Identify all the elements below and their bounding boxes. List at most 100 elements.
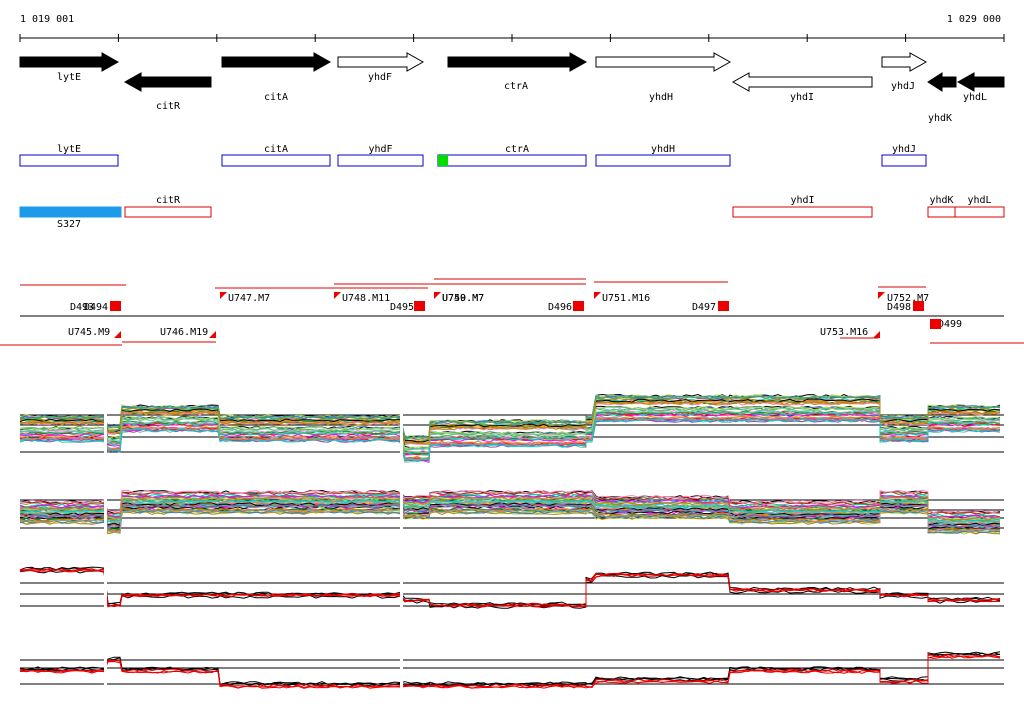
- expression-line: [19, 496, 1001, 521]
- feature-box: [110, 301, 121, 311]
- ruler-start: 1 019 001: [20, 14, 74, 25]
- expression-line: [19, 494, 1001, 519]
- feature-label: D496: [548, 302, 572, 313]
- forward-label: yhdF: [368, 144, 392, 155]
- feature-box: [930, 319, 941, 329]
- gene-arrow: [447, 52, 588, 72]
- expression-line: [19, 655, 1001, 689]
- flag: [434, 292, 441, 299]
- expression-line: [19, 653, 1001, 688]
- flag: [209, 331, 216, 338]
- gene-label: ctrA: [504, 81, 528, 92]
- gene-arrow: [337, 52, 425, 72]
- forward-box: [881, 154, 927, 167]
- flag: [334, 292, 341, 299]
- feature-label: U748.M11: [342, 293, 390, 304]
- reverse-box: [732, 206, 873, 218]
- expression-line: [19, 498, 1001, 523]
- expression-line: [19, 418, 1001, 462]
- reverse-label: yhdL: [967, 195, 991, 206]
- reverse-box: [19, 206, 122, 218]
- expression-line: [19, 415, 1001, 460]
- reverse-label: yhdK: [929, 195, 953, 206]
- expression-line: [19, 504, 1001, 529]
- box-tracks: lytE citA yhdF ctrA yhdH yhdJ S327 citR yhdI yhdK…: [19, 144, 1005, 230]
- feature-label: U747.M7: [228, 293, 270, 304]
- feature-label: D498: [887, 302, 911, 313]
- gene-label: yhdL: [963, 92, 987, 103]
- gene-label: yhdJ: [891, 81, 915, 92]
- feature-label: D494: [84, 302, 108, 313]
- gene-label: lytE: [57, 72, 81, 83]
- forward-box: [337, 154, 424, 167]
- expression-line: [19, 395, 1001, 440]
- expression-line: [19, 401, 1001, 445]
- reverse-box: [124, 206, 212, 218]
- feature-box: [718, 301, 729, 311]
- feature-label: U752.M7: [887, 293, 929, 304]
- flag: [594, 292, 601, 299]
- expression-line: [19, 407, 1001, 450]
- gene-label: yhdK: [928, 113, 952, 124]
- expression-line: [19, 417, 1001, 461]
- ruler-end: 1 029 000: [947, 14, 1001, 25]
- feature-label: U750.M7: [442, 293, 484, 304]
- forward-box: [221, 154, 331, 167]
- expression-line: [19, 568, 1001, 608]
- feature-label: U746.M19: [160, 327, 208, 338]
- expression-line: [19, 410, 1001, 454]
- feature-label: U745.M9: [68, 327, 110, 338]
- gene-label: citA: [264, 92, 288, 103]
- expression-line: [19, 567, 1001, 607]
- expression-line: [19, 400, 1001, 445]
- gene-track: lytE citR citA yhdF ctrA yhdH yhdI yhdJ yhdK yhdL: [19, 52, 1005, 124]
- reverse-box: [927, 206, 956, 218]
- gene-label: citR: [156, 101, 181, 112]
- gene-arrow: [881, 52, 928, 72]
- feature-label: D493: [70, 302, 94, 313]
- flag: [114, 331, 121, 338]
- flag: [220, 292, 227, 299]
- feature-box: [573, 301, 584, 311]
- expression-line: [19, 503, 1001, 528]
- feature-label: D497: [692, 302, 716, 313]
- expression-line: [20, 397, 1001, 442]
- forward-label: yhdJ: [892, 144, 916, 155]
- forward-box: [595, 154, 731, 167]
- expression-line: [20, 508, 1001, 533]
- gene-label: yhdI: [790, 92, 814, 103]
- gap: [400, 635, 403, 705]
- expression-line: [19, 491, 1001, 515]
- expression-line: [19, 394, 1001, 439]
- gap: [400, 477, 403, 547]
- reverse-label: yhdI: [790, 195, 814, 206]
- expression-line: [19, 405, 1001, 451]
- gene-arrow: [731, 72, 873, 92]
- ruler-ticks: [19, 34, 1005, 42]
- forward-label: lytE: [57, 144, 81, 155]
- marker: [438, 155, 448, 166]
- gap: [104, 395, 107, 465]
- feature-label: U751.M16: [602, 293, 650, 304]
- reverse-label: citR: [156, 195, 181, 206]
- gene-arrow: [595, 52, 732, 72]
- gap: [400, 550, 403, 620]
- feature-label: U753.M16: [820, 327, 868, 338]
- gene-label: yhdH: [649, 92, 673, 103]
- expression-line: [19, 489, 1001, 514]
- forward-box: [437, 154, 587, 167]
- forward-label: ctrA: [505, 144, 529, 155]
- gap: [104, 635, 107, 705]
- flag: [873, 331, 880, 338]
- expression-tracks: [19, 393, 1004, 705]
- gene-arrow: [221, 52, 332, 72]
- forward-label: yhdH: [651, 144, 675, 155]
- expression-line: [19, 569, 1000, 608]
- expression-line: [19, 505, 1001, 530]
- gap: [104, 477, 107, 547]
- forward-label: citA: [264, 144, 288, 155]
- gene-label: yhdF: [368, 72, 392, 83]
- gene-arrow: [927, 72, 957, 92]
- feature-label: U749.M7: [442, 293, 484, 304]
- feature-box: [414, 301, 425, 311]
